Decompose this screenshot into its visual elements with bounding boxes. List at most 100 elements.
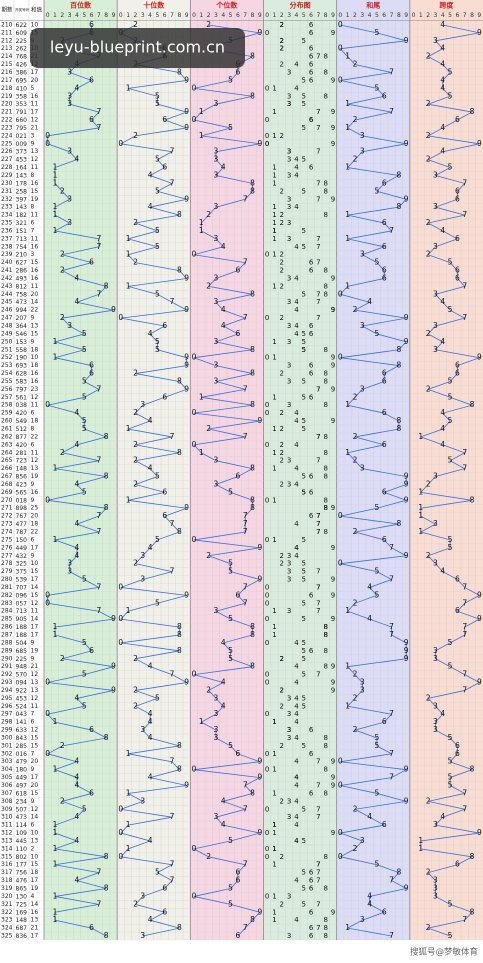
- trend-digit: 5: [155, 99, 160, 108]
- draw-digit: 2: [19, 259, 23, 266]
- distribution-digit: 7: [316, 599, 320, 607]
- distribution-digit: 9: [331, 782, 335, 790]
- trend-digit: 1: [53, 828, 58, 837]
- period: 225: [1, 140, 13, 147]
- draw-number: 843: [16, 734, 28, 741]
- draw-digit: 3: [23, 695, 27, 702]
- distribution-digit: 3: [287, 560, 291, 568]
- trend-digit: 3: [433, 820, 438, 829]
- column-label: 2: [60, 12, 64, 19]
- trend-digit: 3: [67, 147, 72, 156]
- trend-digit: 1: [53, 202, 58, 211]
- trend-digit: 9: [477, 28, 482, 37]
- draw-digit: 5: [16, 576, 20, 583]
- draw-digit: 8: [23, 370, 27, 377]
- distribution-digit: 8: [323, 528, 327, 536]
- distribution-digit: 2: [280, 742, 284, 750]
- distribution-digit: 1: [272, 338, 276, 346]
- trend-digit: 6: [382, 907, 387, 916]
- draw-digit: 9: [23, 909, 27, 916]
- distribution-digit: 7: [316, 583, 320, 591]
- trend-digit: 2: [206, 20, 211, 29]
- draw-digit: 8: [19, 624, 23, 631]
- draw-digit: 7: [19, 568, 23, 575]
- trend-digit: 5: [448, 733, 453, 742]
- draw-number: 285: [16, 742, 28, 749]
- draw-number: 558: [16, 346, 28, 353]
- trend-digit: 8: [396, 361, 401, 370]
- trend-digit: 4: [75, 519, 80, 528]
- period: 288: [1, 639, 13, 646]
- trend-digit: 8: [250, 622, 255, 631]
- draw-digit: 8: [23, 180, 27, 187]
- trend-digit: 4: [367, 614, 372, 623]
- draw-digit: 4: [19, 172, 23, 179]
- sum-value: 13: [31, 148, 39, 155]
- distribution-digit: 7: [316, 433, 320, 441]
- sum-value: 15: [31, 568, 39, 575]
- draw-digit: 2: [19, 901, 23, 908]
- trend-digit: 7: [462, 915, 467, 924]
- trend-digit: 7: [462, 622, 467, 631]
- distribution-digit: 4: [294, 734, 299, 742]
- trend-digit: 1: [53, 163, 58, 172]
- trend-digit: 5: [82, 424, 87, 433]
- distribution-digit: 9: [331, 362, 335, 370]
- draw-digit: 7: [16, 513, 20, 520]
- trend-digit: 9: [404, 194, 409, 203]
- trend-digit: 9: [257, 907, 262, 916]
- draw-number: 262: [16, 45, 28, 52]
- trend-digit: 9: [184, 75, 189, 84]
- distribution-digit: 1: [272, 845, 276, 853]
- draw-digit: 9: [19, 505, 23, 512]
- trend-digit: 1: [126, 844, 131, 853]
- sum-value: 5: [31, 85, 35, 92]
- draw-digit: 9: [16, 687, 20, 694]
- draw-digit: 9: [19, 109, 23, 116]
- distribution-digit: 6: [309, 29, 314, 37]
- distribution-digit: 0: [265, 829, 269, 837]
- sum-value: 12: [31, 457, 39, 464]
- draw-digit: 3: [23, 172, 27, 179]
- trend-digit: 6: [89, 361, 94, 370]
- sum-value: 20: [31, 77, 39, 84]
- trend-digit: 1: [126, 788, 131, 797]
- distribution-digit: 6: [309, 924, 314, 932]
- draw-number: 756: [16, 869, 28, 876]
- sum-value: 18: [31, 418, 39, 425]
- draw-digit: 7: [16, 869, 20, 876]
- distribution-digit: 2: [280, 702, 284, 710]
- period: 214: [1, 53, 13, 60]
- draw-number: 445: [16, 837, 28, 844]
- period: 280: [1, 576, 13, 583]
- trend-digit: 7: [170, 147, 175, 156]
- distribution-digit: 0: [265, 671, 269, 679]
- distribution-digit: 2: [280, 370, 284, 378]
- trend-digit: 8: [177, 448, 182, 457]
- trend-digit: 3: [214, 709, 219, 718]
- draw-digit: 6: [19, 885, 23, 892]
- trend-digit: 6: [382, 376, 387, 385]
- trend-digit: 6: [455, 186, 460, 195]
- trend-digit: 1: [345, 52, 350, 61]
- period: 322: [1, 909, 13, 916]
- trend-digit: 5: [82, 638, 87, 647]
- distribution-digit: 6: [309, 259, 314, 267]
- trend-digit: 5: [448, 305, 453, 314]
- draw-digit: 1: [23, 719, 27, 726]
- trend-digit: 2: [353, 392, 358, 401]
- trend-digit: 2: [426, 218, 431, 227]
- draw-digit: 8: [19, 742, 23, 749]
- draw-digit: 2: [19, 410, 23, 417]
- draw-number: 754: [16, 243, 28, 250]
- period: 309: [1, 806, 13, 813]
- trend-digit: 5: [448, 258, 453, 267]
- draw-digit: 9: [23, 544, 27, 551]
- distribution-digit: 7: [316, 782, 320, 790]
- column-label: 5: [302, 12, 306, 19]
- distribution-digit: 5: [302, 742, 306, 750]
- distribution-digit: 8: [323, 473, 327, 481]
- draw-digit: 5: [19, 869, 23, 876]
- trend-digit: 6: [89, 20, 94, 29]
